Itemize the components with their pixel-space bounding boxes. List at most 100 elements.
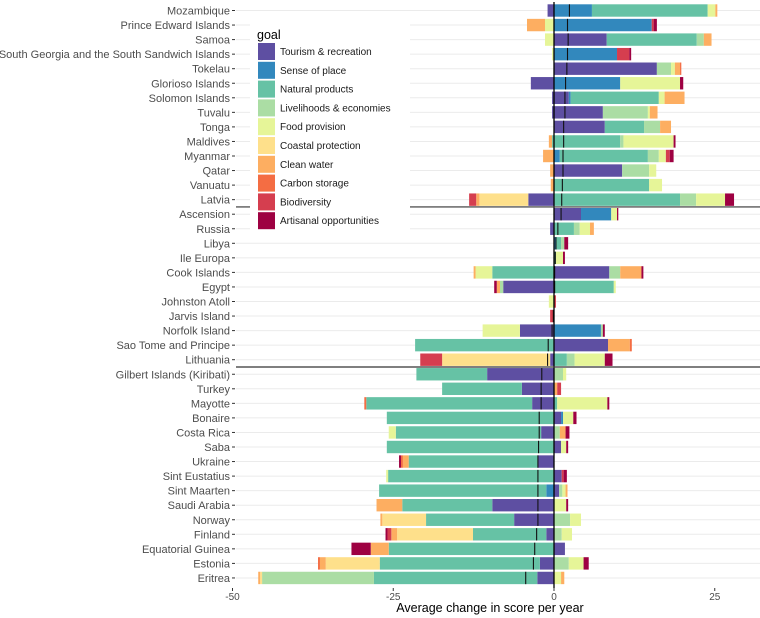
legend-label: Natural products bbox=[280, 85, 353, 96]
bar-segment-artisanal bbox=[573, 411, 577, 425]
bar-segment-coastal bbox=[260, 571, 263, 585]
y-tick-label: Ukraine bbox=[192, 457, 230, 469]
bar-segment-natural bbox=[379, 484, 547, 497]
bar-segment-livelihoods bbox=[499, 280, 504, 294]
y-tick-label: Maldives bbox=[187, 136, 231, 148]
bar-segment-water bbox=[258, 571, 261, 585]
bar-segment-tourism bbox=[528, 193, 554, 206]
bar-segment-natural bbox=[472, 528, 547, 541]
bar-segment-food bbox=[649, 164, 657, 177]
bar-segment-water bbox=[660, 120, 672, 134]
bar-segment-food bbox=[570, 513, 582, 526]
bar-segment-tourism bbox=[554, 484, 560, 497]
legend-label: Biodiversity bbox=[280, 197, 331, 208]
bar-segment-tourism bbox=[554, 106, 603, 119]
bar-segment-tourism bbox=[537, 571, 554, 585]
bar-segment-natural bbox=[554, 353, 567, 366]
bar-segment-artisanal bbox=[669, 149, 674, 163]
legend-title: goal bbox=[257, 28, 281, 42]
bar-segment-livelihoods bbox=[680, 193, 697, 206]
legend-label: Clean water bbox=[280, 160, 334, 171]
bar-segment-livelihoods bbox=[573, 222, 580, 235]
y-tick-label: Samoa bbox=[195, 35, 231, 47]
legend-label: Food provision bbox=[280, 122, 346, 133]
y-tick-label: Saba bbox=[204, 442, 231, 454]
bar-segment-livelihoods bbox=[566, 353, 575, 366]
y-tick-label: Finland bbox=[194, 529, 230, 541]
bar-segment-tourism bbox=[554, 164, 623, 177]
y-tick-label: Norway bbox=[193, 515, 231, 527]
bar-segment-food bbox=[557, 397, 608, 410]
bar-segment-livelihoods bbox=[602, 106, 648, 119]
bar-segment-artisanal bbox=[617, 208, 619, 221]
bar-segment-water bbox=[620, 266, 642, 279]
bar-segment-tourism bbox=[554, 33, 607, 46]
legend-label: Livelihoods & economies bbox=[280, 103, 391, 114]
bar-segment-water bbox=[550, 178, 554, 192]
bar-segment-water bbox=[703, 33, 712, 46]
bar-segment-sense bbox=[546, 484, 554, 497]
bar-segment-artisanal bbox=[673, 135, 676, 148]
y-tick-label: Equatorial Guinea bbox=[142, 544, 231, 556]
bar-segment-water bbox=[543, 149, 554, 163]
bar-segment-natural bbox=[554, 222, 574, 235]
bar-segment-food bbox=[388, 426, 396, 439]
bar-segment-biodiv bbox=[557, 382, 562, 395]
y-tick-label: South Georgia and the South Sandwich Isl… bbox=[0, 49, 230, 61]
bar-segment-food bbox=[482, 324, 520, 337]
bar-segment-natural bbox=[415, 338, 554, 352]
bar-segment-tourism bbox=[554, 266, 610, 279]
bar-segment-biodiv bbox=[469, 193, 477, 206]
y-tick-label: Cook Islands bbox=[166, 267, 230, 279]
bar-segment-sense bbox=[554, 4, 592, 17]
bar-segment-carbon bbox=[364, 397, 367, 410]
bar-segment-food bbox=[563, 411, 574, 425]
bar-segment-food bbox=[544, 33, 554, 46]
y-tick-label: Tokelau bbox=[192, 64, 230, 76]
bar-segment-livelihoods bbox=[554, 368, 564, 381]
bar-segment-natural bbox=[554, 280, 614, 294]
bar-segment-livelihoods bbox=[561, 237, 565, 250]
bar-segment-water bbox=[526, 18, 545, 32]
bar-segment-food bbox=[623, 135, 674, 148]
bar-segment-natural bbox=[591, 4, 708, 17]
bar-segment-livelihoods bbox=[554, 513, 571, 526]
x-tick-label: 0 bbox=[551, 592, 557, 603]
bar-segment-livelihoods bbox=[647, 149, 659, 163]
bar-segment-coastal bbox=[479, 193, 529, 206]
bar-segment-natural bbox=[570, 91, 659, 104]
bar-segment-carbon bbox=[318, 557, 320, 570]
bar-segment-sense bbox=[561, 411, 564, 425]
bar-segment-water bbox=[550, 164, 554, 177]
bar-segment-artisanal bbox=[566, 440, 569, 454]
bar-segment-tourism bbox=[550, 222, 554, 235]
bar-segment-artisanal bbox=[602, 324, 605, 337]
bar-segment-sense bbox=[554, 47, 618, 61]
bar-segment-tourism bbox=[554, 440, 562, 454]
bar-segment-livelihoods bbox=[554, 426, 560, 439]
bar-segment-artisanal bbox=[385, 528, 388, 541]
bar-segment-biodiv bbox=[387, 528, 392, 541]
bar-segment-tourism bbox=[487, 368, 554, 381]
bar-segment-livelihoods bbox=[622, 164, 650, 177]
bar-segment-natural bbox=[442, 382, 522, 395]
bar-segment-livelihoods bbox=[656, 62, 672, 75]
bar-segment-water bbox=[402, 455, 409, 468]
bar-segment-livelihoods bbox=[554, 528, 562, 541]
bar-segment-sense bbox=[554, 237, 556, 250]
bar-segment-artisanal bbox=[563, 251, 565, 265]
bar-segment-water bbox=[496, 280, 500, 294]
bar-segment-food bbox=[552, 47, 554, 61]
bar-segment-food bbox=[696, 193, 726, 206]
bars bbox=[258, 4, 735, 585]
bar-segment-food bbox=[611, 208, 618, 221]
bar-segment-biodiv bbox=[420, 353, 443, 366]
y-tick-label: Mozambique bbox=[167, 6, 230, 18]
bar-segment-natural bbox=[386, 440, 554, 454]
bar-segment-natural bbox=[388, 542, 554, 556]
x-tick-label: -50 bbox=[225, 592, 240, 603]
y-tick-label: Sint Eustatius bbox=[163, 471, 231, 483]
bar-segment-sense bbox=[581, 208, 612, 221]
bar-segment-artisanal bbox=[494, 280, 497, 294]
bar-segment-tourism bbox=[554, 120, 605, 134]
